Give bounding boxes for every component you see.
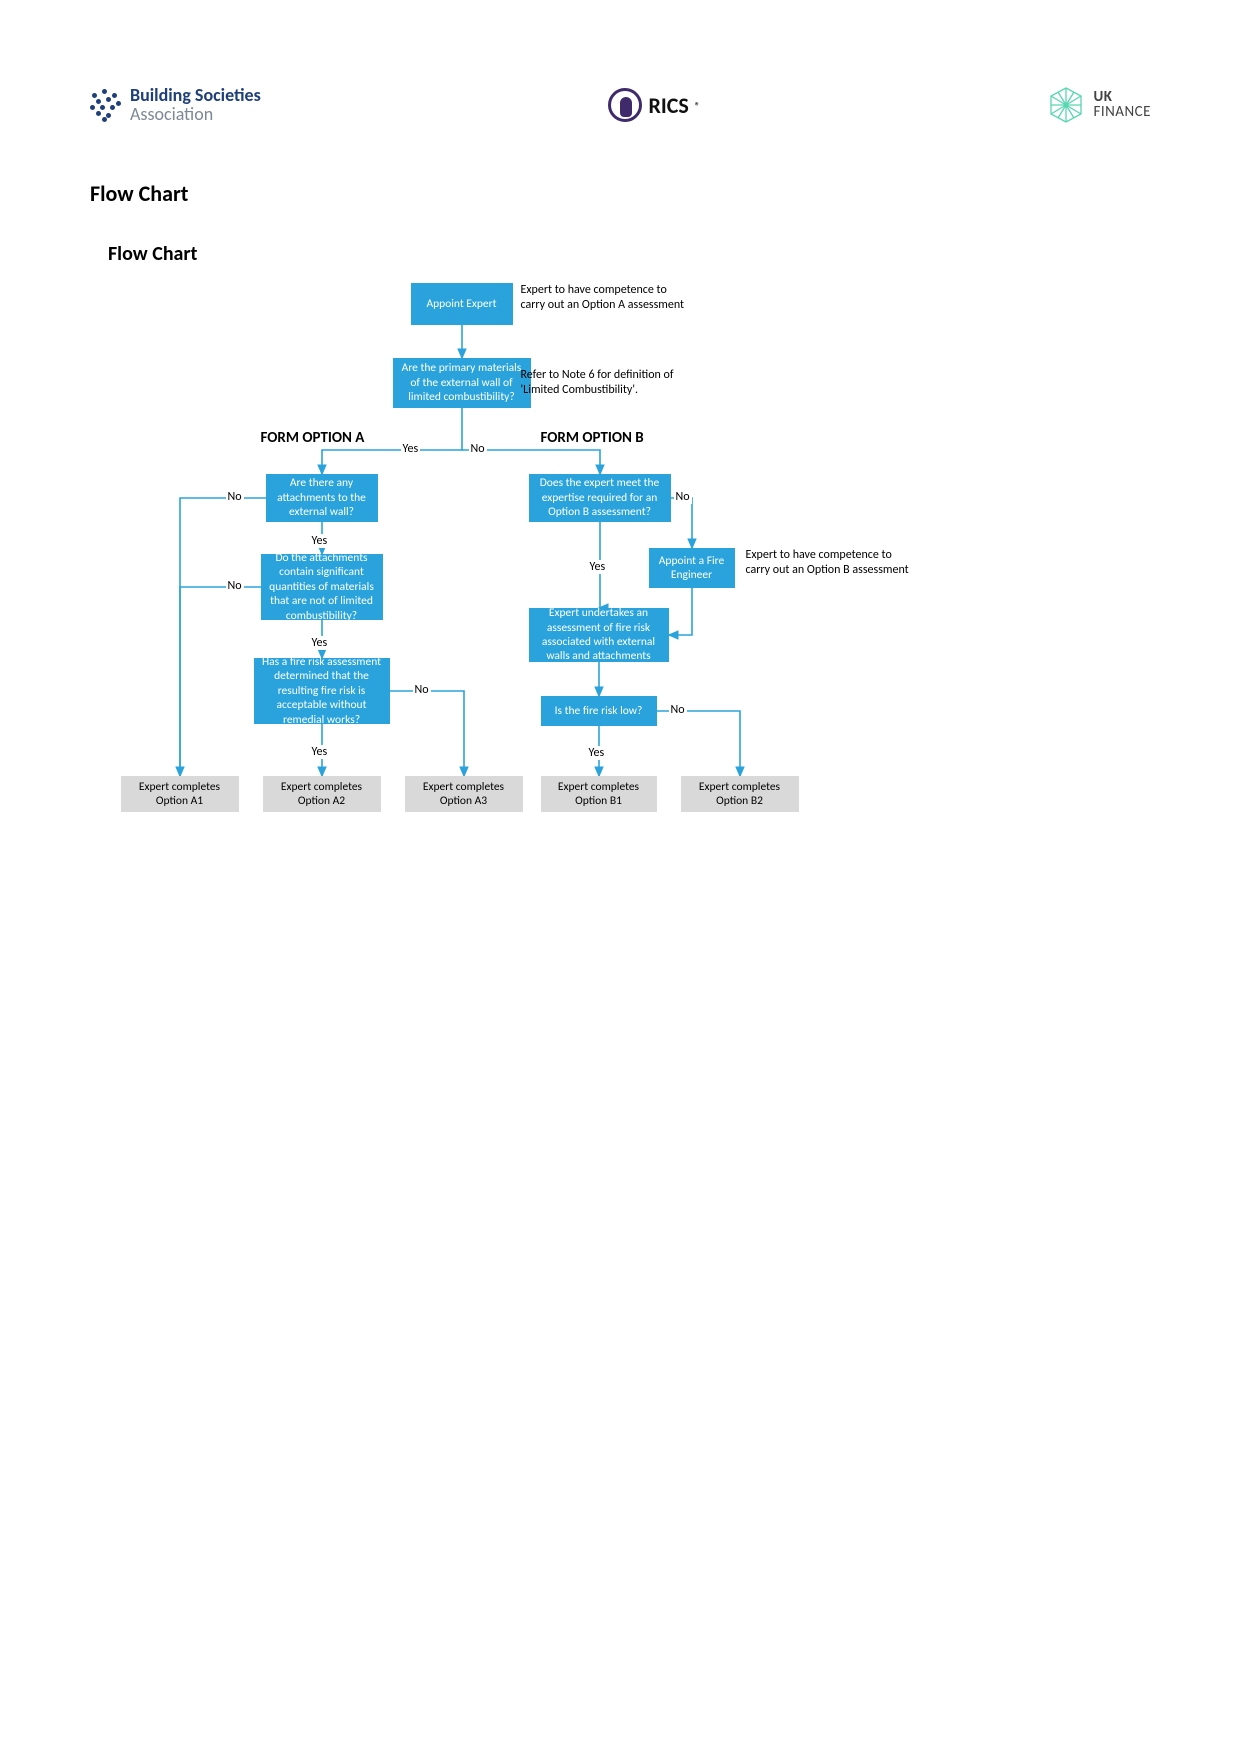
node-n_b2: Expert completes Option B2 bbox=[681, 776, 799, 812]
node-n_expb: Does the expert meet the expertise requi… bbox=[529, 474, 671, 522]
edge-label: Yes bbox=[310, 636, 330, 650]
flow-chart: Appoint Expert Are the primary materials … bbox=[111, 278, 1131, 838]
ukf-line2: FINANCE bbox=[1093, 105, 1151, 120]
edge-label: Yes bbox=[588, 560, 608, 574]
annotation-ann2: Refer to Note 6 for definition of 'Limit… bbox=[521, 368, 711, 398]
section-secA: FORM OPTION A bbox=[261, 429, 365, 447]
node-n_attmat: Do the attachments contain significant q… bbox=[261, 554, 383, 620]
edge-label: No bbox=[226, 490, 244, 504]
bsa-dots-icon bbox=[90, 89, 122, 121]
edge-n_fra-n_a3 bbox=[390, 691, 464, 776]
node-n_assess: Expert undertakes an assessment of fire … bbox=[529, 608, 669, 662]
edge-label: Yes bbox=[310, 534, 330, 548]
edge-n_fire-n_assess bbox=[669, 588, 692, 635]
node-n_fire: Appoint a Fire Engineer bbox=[649, 548, 735, 588]
node-n_a2: Expert completes Option A2 bbox=[263, 776, 381, 812]
rics-text: RICS bbox=[648, 92, 688, 119]
page-title: Flow Chart bbox=[90, 180, 1151, 207]
rics-mark-icon bbox=[608, 88, 642, 122]
edge-label: No bbox=[469, 442, 487, 456]
node-n_primary: Are the primary materials of the externa… bbox=[393, 358, 531, 408]
edge-n_low-n_b2 bbox=[657, 711, 740, 776]
logo-ukfinance: UK FINANCE bbox=[1047, 86, 1151, 124]
edge-label: No bbox=[669, 703, 687, 717]
edge-n_primary-j_yn bbox=[462, 408, 463, 450]
annotation-ann1: Expert to have competence to carry out a… bbox=[521, 283, 691, 313]
node-n_a1: Expert completes Option A1 bbox=[121, 776, 239, 812]
node-n_attach: Are there any attachments to the externa… bbox=[266, 474, 378, 522]
edge-n_attach-n_a1 bbox=[180, 498, 266, 776]
edge-label: Yes bbox=[401, 442, 421, 456]
node-n_a3: Expert completes Option A3 bbox=[405, 776, 523, 812]
header-logos: Building Societies Association RICS® UK … bbox=[90, 75, 1151, 135]
edge-label: Yes bbox=[310, 745, 330, 759]
node-n_b1: Expert completes Option B1 bbox=[541, 776, 657, 812]
edge-label: Yes bbox=[587, 746, 607, 760]
node-n_appoint: Appoint Expert bbox=[411, 283, 513, 325]
node-n_low: Is the fire risk low? bbox=[541, 696, 657, 726]
bsa-line2: Association bbox=[130, 105, 261, 124]
edge-label: No bbox=[226, 579, 244, 593]
annotation-ann3: Expert to have competence to carry out a… bbox=[746, 548, 916, 578]
edge-j_yn-n_attach bbox=[322, 450, 463, 474]
edge-n_expb-n_fire bbox=[671, 498, 692, 548]
node-n_fra: Has a fire risk assessment determined th… bbox=[254, 658, 390, 724]
chart-title: Flow Chart bbox=[108, 242, 1151, 266]
logo-rics: RICS® bbox=[608, 88, 699, 122]
edge-label: No bbox=[413, 683, 431, 697]
edge-label: No bbox=[674, 490, 692, 504]
section-secB: FORM OPTION B bbox=[541, 429, 644, 447]
logo-bsa: Building Societies Association bbox=[90, 86, 261, 124]
edge-n_attmat-n_a1 bbox=[180, 587, 261, 776]
ukf-mark-icon bbox=[1047, 86, 1085, 124]
